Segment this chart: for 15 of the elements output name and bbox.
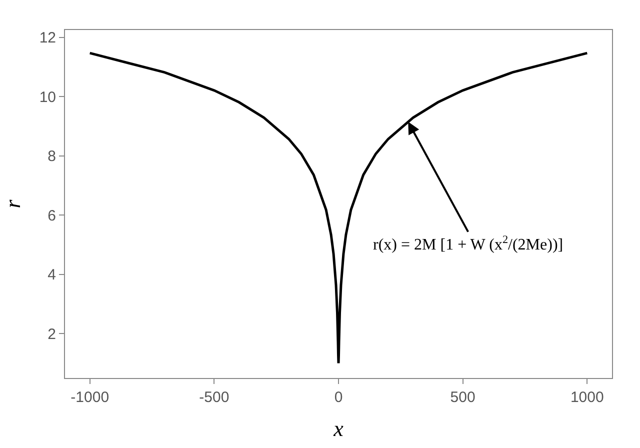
x-axis-title: x: [332, 416, 344, 441]
y-tick-label: 2: [48, 326, 56, 343]
x-tick-label: 1000: [570, 389, 604, 406]
annotation: r(x) = 2M [1 + W (x$^{2}$/(2Me))]: [373, 234, 564, 254]
y-tick-label: 12: [39, 30, 56, 47]
y-axis-title: r: [0, 199, 26, 208]
x-tick-label: 0: [334, 389, 343, 406]
y-tick-label: 6: [48, 207, 56, 224]
line-series: [88, 52, 588, 364]
x-tick-label: 500: [450, 389, 476, 406]
y-tick-label: 8: [48, 148, 56, 166]
y-tick-label: 10: [39, 88, 56, 106]
x-tick-label: -1000: [70, 389, 110, 406]
x-tick-label: -500: [199, 389, 230, 406]
y-tick-label: 4: [48, 266, 56, 284]
